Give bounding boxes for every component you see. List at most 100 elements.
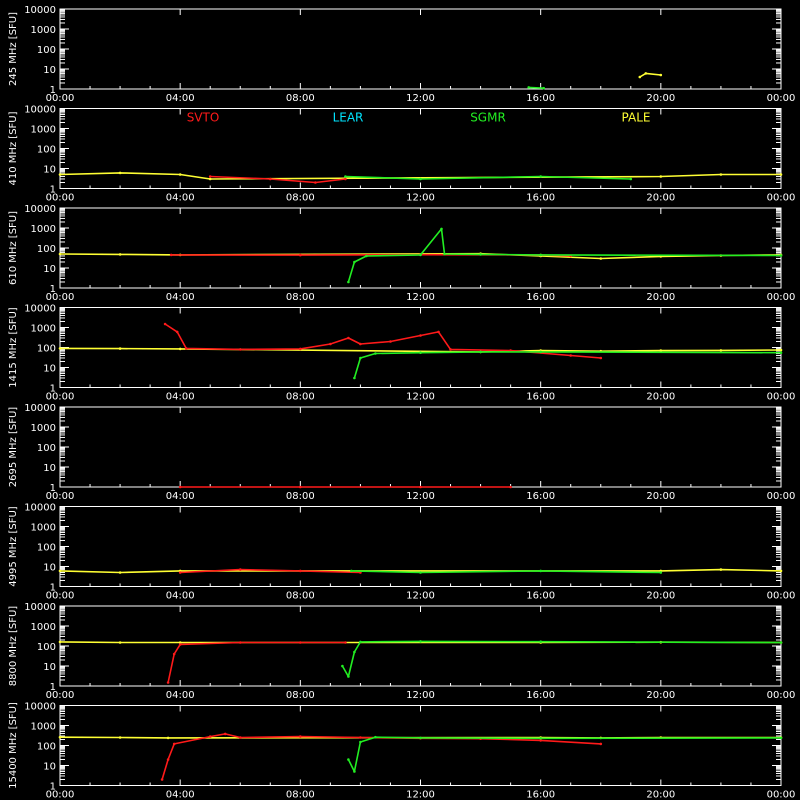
data-point-pale bbox=[118, 347, 122, 350]
data-point-sgmr bbox=[419, 253, 422, 257]
x-tick-label: 00:00 bbox=[767, 491, 796, 502]
data-point-sgmr bbox=[359, 740, 362, 744]
y-tick-label: 10 bbox=[43, 65, 56, 76]
x-tick-label: 20:00 bbox=[646, 790, 675, 800]
y-axis-label: 4995 MHz [SFU] bbox=[8, 506, 19, 587]
y-tick-label: 1000 bbox=[31, 125, 56, 136]
panel-5: 1 10 100 1000 10000 2695 MHz [SFU] 00:00 04:00 0… bbox=[8, 403, 795, 502]
x-tick-label: 20:00 bbox=[646, 292, 675, 303]
series-line-sgmr bbox=[347, 228, 782, 283]
x-tick-label: 12:00 bbox=[406, 690, 435, 701]
data-point-sgmr bbox=[539, 253, 542, 257]
data-point-sgmr bbox=[419, 177, 422, 181]
series-line-pale bbox=[639, 72, 661, 78]
y-tick-label: 10 bbox=[43, 165, 56, 176]
data-point-sgmr bbox=[353, 260, 356, 264]
panel-4: 1 10 100 1000 10000 1415 MHz [SFU] 00:00 04:00 0… bbox=[8, 304, 795, 403]
x-tick-label: 20:00 bbox=[646, 93, 675, 104]
series-line-svto bbox=[180, 568, 361, 574]
x-tick-label: 00:00 bbox=[767, 392, 796, 403]
x-tick-label: 04:00 bbox=[166, 93, 195, 104]
x-tick-label: 16:00 bbox=[526, 392, 555, 403]
y-tick-label: 1 bbox=[50, 782, 56, 793]
data-point-svto bbox=[437, 330, 440, 334]
x-tick-label: 00:00 bbox=[46, 690, 75, 701]
series-line-pale bbox=[59, 347, 782, 353]
x-tick-label: 00:00 bbox=[46, 93, 75, 104]
x-tick-label: 08:00 bbox=[286, 93, 315, 104]
y-tick-label: 100 bbox=[37, 742, 56, 753]
data-point-svto bbox=[169, 253, 173, 257]
panel-frame bbox=[59, 207, 782, 289]
y-axis-label: 410 MHz [SFU] bbox=[8, 111, 19, 185]
data-point-svto bbox=[223, 732, 227, 736]
data-point-svto bbox=[329, 342, 332, 346]
data-point-svto bbox=[299, 641, 302, 644]
data-point-sgmr bbox=[440, 227, 443, 231]
data-point-sgmr bbox=[359, 356, 362, 360]
x-tick-label: 04:00 bbox=[166, 193, 195, 204]
y-tick-label: 10 bbox=[43, 364, 56, 375]
data-point-sgmr bbox=[479, 350, 482, 354]
data-point-svto bbox=[166, 681, 170, 684]
x-tick-label: 04:00 bbox=[166, 790, 195, 800]
x-tick-label: 16:00 bbox=[526, 292, 555, 303]
data-point-svto bbox=[208, 175, 212, 178]
panel-1: 1 10 100 1000 10000 245 MHz [SFU] 00:00 04:00 08… bbox=[8, 5, 795, 104]
data-point-pale bbox=[58, 252, 62, 256]
legend-entry-svto: SVTO bbox=[187, 111, 220, 125]
y-tick-label: 10000 bbox=[24, 702, 56, 713]
data-point-svto bbox=[269, 177, 272, 181]
y-tick-label: 10000 bbox=[24, 304, 56, 315]
x-tick-label: 12:00 bbox=[406, 591, 435, 602]
data-point-sgmr bbox=[353, 376, 356, 380]
series-line-pale bbox=[59, 568, 782, 574]
y-tick-label: 10 bbox=[43, 662, 56, 673]
y-tick-label: 1000 bbox=[31, 622, 56, 633]
y-tick-label: 1 bbox=[50, 682, 56, 693]
data-point-svto bbox=[299, 253, 302, 257]
data-point-sgmr bbox=[419, 351, 422, 355]
data-point-svto bbox=[239, 736, 242, 739]
x-tick-label: 20:00 bbox=[646, 392, 675, 403]
y-tick-label: 1000 bbox=[31, 523, 56, 534]
data-point-sgmr bbox=[350, 569, 353, 573]
panel-frame bbox=[59, 605, 782, 687]
series-line-sgmr bbox=[341, 640, 782, 678]
data-point-svto bbox=[299, 485, 302, 489]
x-tick-label: 12:00 bbox=[406, 292, 435, 303]
data-point-svto bbox=[175, 330, 179, 334]
data-point-pale bbox=[166, 736, 170, 740]
data-point-svto bbox=[599, 742, 603, 746]
y-axis-label: 610 MHz [SFU] bbox=[8, 211, 19, 285]
y-tick-label: 10000 bbox=[24, 5, 56, 16]
x-tick-label: 12:00 bbox=[406, 193, 435, 204]
series-line-svto bbox=[210, 175, 346, 184]
data-point-pale bbox=[58, 735, 62, 739]
x-tick-label: 08:00 bbox=[286, 790, 315, 800]
data-point-sgmr bbox=[779, 736, 783, 740]
data-point-sgmr bbox=[353, 650, 356, 654]
x-tick-label: 00:00 bbox=[767, 193, 796, 204]
y-tick-label: 100 bbox=[37, 244, 56, 255]
data-point-svto bbox=[344, 641, 347, 644]
data-point-pale bbox=[644, 72, 648, 75]
panel-frame bbox=[59, 8, 782, 90]
x-tick-label: 00:00 bbox=[46, 193, 75, 204]
data-point-svto bbox=[172, 652, 176, 656]
x-tick-label: 08:00 bbox=[286, 392, 315, 403]
data-point-pale bbox=[659, 73, 663, 77]
data-point-pale bbox=[208, 177, 212, 181]
data-point-sgmr bbox=[353, 770, 356, 773]
x-tick-label: 16:00 bbox=[526, 790, 555, 800]
y-tick-label: 10 bbox=[43, 463, 56, 474]
y-tick-label: 10 bbox=[43, 762, 56, 773]
data-point-pale bbox=[58, 173, 62, 176]
data-point-svto bbox=[419, 334, 422, 337]
data-point-svto bbox=[239, 568, 242, 571]
data-point-pale bbox=[118, 253, 122, 256]
data-point-svto bbox=[299, 569, 302, 573]
data-point-sgmr bbox=[347, 280, 350, 284]
data-point-svto bbox=[509, 485, 512, 489]
